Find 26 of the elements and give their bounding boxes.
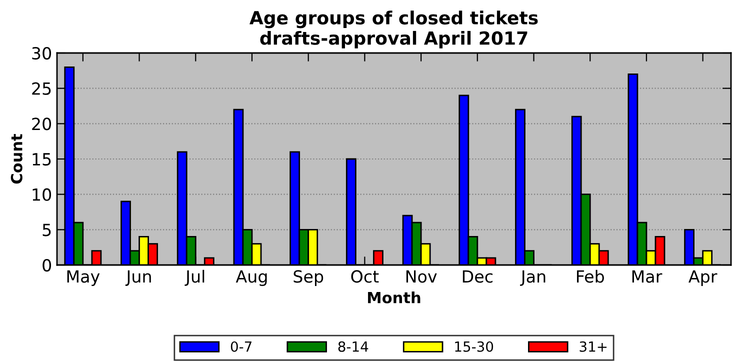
chart-title: Age groups of closed tickets drafts-approval April 2017 [249,10,538,48]
legend-label: 31+ [580,341,607,352]
x-tick-label: May [67,270,100,286]
y-tick-label: 15 [32,153,51,166]
x-tick-label: Jul [184,270,204,286]
legend-label: 15-30 [455,341,494,352]
x-tick-label: Nov [406,270,437,283]
y-tick-label: 5 [42,224,51,236]
y-axis-title: Count [10,134,22,184]
x-tick-label: Oct [351,270,379,283]
x-tick-label: Jun [125,270,151,286]
x-tick-label: Sep [294,270,324,286]
y-tick-label: 10 [32,188,52,201]
x-tick-label: Jan [520,270,546,286]
y-tick-label: 0 [42,258,52,272]
y-tick-label: 30 [32,46,52,60]
x-tick-label: Aug [236,270,267,286]
x-tick-label: Apr [688,270,718,286]
x-tick-label: Dec [462,270,492,283]
y-tick-label: 20 [32,118,52,130]
x-tick-label: Mar [632,270,662,283]
y-tick-label: 25 [32,82,51,95]
x-axis-title: Month [368,292,420,304]
x-tick-label: Feb [576,270,604,283]
legend-label: 8-14 [338,341,368,352]
legend-label: 0-7 [230,341,252,352]
